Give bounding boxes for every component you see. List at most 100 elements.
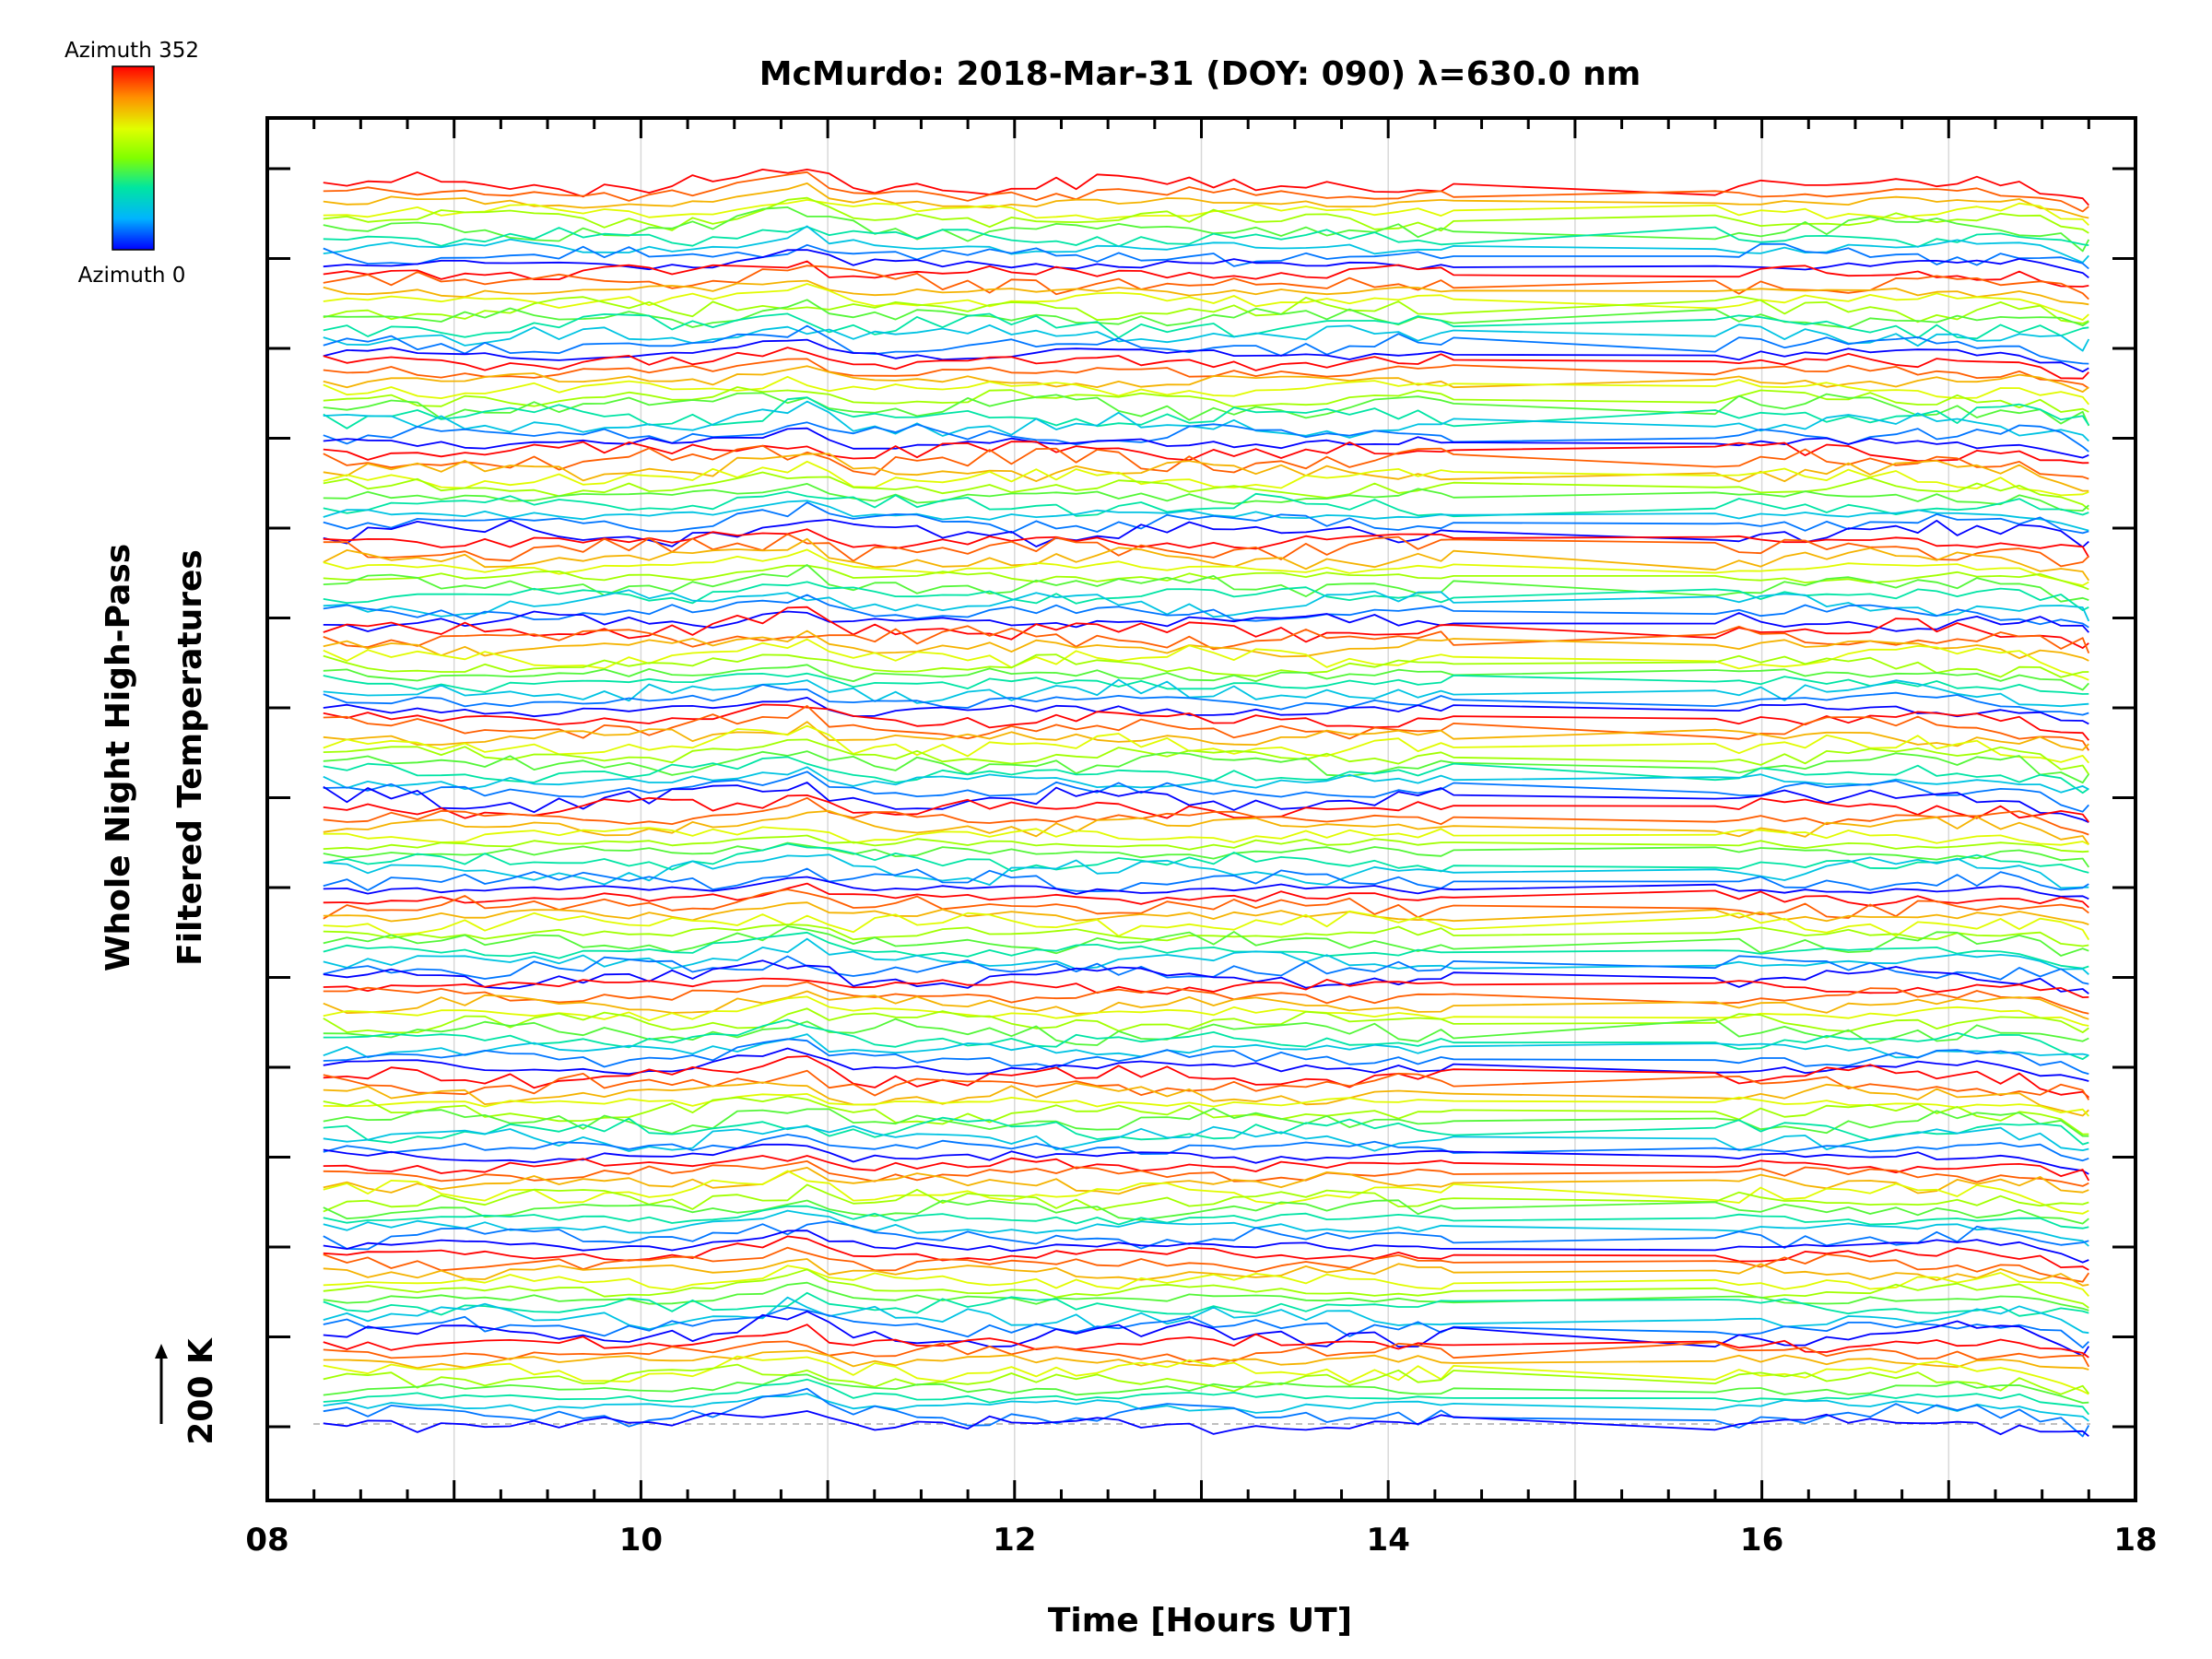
- series-line: [323, 990, 2089, 1020]
- series-line: [323, 959, 2089, 994]
- series-line: [323, 771, 2089, 813]
- series-line: [323, 279, 2089, 306]
- series-line: [323, 338, 2089, 373]
- series-line: [323, 564, 2089, 591]
- series-line: [323, 421, 2089, 453]
- series-line: [323, 375, 2089, 406]
- series-line: [323, 206, 2090, 253]
- series-line: [323, 937, 2089, 975]
- series-line: [323, 638, 2089, 681]
- series-line: [323, 1393, 2089, 1422]
- series-line: [323, 1306, 2089, 1349]
- series-line: [323, 283, 2089, 322]
- series-line: [323, 625, 2090, 654]
- series-line: [323, 1160, 2089, 1187]
- series-line: [323, 1209, 2089, 1247]
- y-axis-label-line1: Whole Night High-Pass: [100, 544, 137, 971]
- series-line: [323, 653, 2089, 678]
- scale-label: 200 K: [182, 1337, 220, 1445]
- series-line: [323, 684, 2089, 716]
- x-tick-label: 14: [1367, 1522, 1410, 1559]
- series-line: [323, 1155, 2090, 1182]
- series-line: [323, 867, 2089, 892]
- series-line: [323, 1235, 2089, 1271]
- series-line: [323, 581, 2089, 611]
- series-line: [323, 483, 2089, 512]
- series-line: [323, 1055, 2089, 1099]
- series-line: [323, 610, 2089, 633]
- series-line: [323, 1199, 2089, 1225]
- series-line: [323, 1107, 2089, 1137]
- series-line: [323, 589, 2090, 622]
- y-axis-label-line2: Filtered Temperatures: [171, 549, 209, 966]
- series-line: [323, 750, 2090, 784]
- series-line: [323, 171, 2089, 213]
- series-line: [323, 501, 2089, 535]
- colorbar: [112, 65, 155, 251]
- series-traces: [323, 168, 2090, 1438]
- series-line: [323, 931, 2089, 970]
- series-line: [323, 672, 2089, 695]
- series-line: [323, 249, 2089, 279]
- series-line: [323, 1373, 2089, 1404]
- series-line: [323, 1205, 2089, 1230]
- series-line: [323, 537, 2090, 582]
- series-line: [323, 198, 2089, 227]
- series-line: [323, 842, 2089, 874]
- series-line: [323, 1134, 2089, 1162]
- series-line: [323, 386, 2089, 413]
- series-line: [323, 794, 2090, 823]
- series-line: [323, 1258, 2089, 1287]
- series-line: [323, 1281, 2089, 1312]
- series-line: [323, 312, 2089, 340]
- x-tick-label: 16: [1740, 1522, 1783, 1559]
- series-line: [323, 882, 2089, 909]
- series-line: [323, 460, 2089, 497]
- series-line: [323, 1125, 2089, 1152]
- series-line: [323, 1183, 2089, 1213]
- series-line: [323, 1230, 2089, 1264]
- series-line: [323, 324, 2089, 365]
- series-line: [323, 441, 2089, 465]
- series-line: [323, 1047, 2089, 1082]
- series-line: [323, 995, 2089, 1027]
- chart-title: McMurdo: 2018-Mar-31 (DOY: 090) λ=630.0 …: [759, 55, 1641, 93]
- series-line: [323, 1246, 2090, 1283]
- colorbar-bottom-label: Azimuth 0: [78, 264, 186, 288]
- series-line: [323, 1349, 2089, 1371]
- series-line: [323, 738, 2090, 775]
- series-line: [323, 888, 2089, 920]
- series-line: [323, 1170, 2089, 1215]
- series-line: [323, 427, 2089, 459]
- series-line: [323, 295, 2089, 324]
- scale-arrow-icon: [155, 1344, 168, 1424]
- series-line: [323, 925, 2089, 957]
- series-line: [323, 1410, 2089, 1437]
- series-line: [323, 1311, 2090, 1358]
- series-line: [323, 1220, 2089, 1251]
- series-line: [323, 705, 2090, 751]
- series-line: [323, 826, 2089, 846]
- series-line: [323, 1387, 2090, 1438]
- series-line: [323, 453, 2089, 492]
- series-line: [323, 1296, 2089, 1335]
- series-line: [323, 365, 2089, 394]
- series-line: [323, 490, 2089, 518]
- series-line: [323, 1167, 2089, 1195]
- series-line: [323, 1093, 2089, 1117]
- series-line: [323, 810, 2090, 845]
- series-line: [323, 724, 2089, 764]
- series-line: [323, 1116, 2089, 1146]
- series-line: [323, 796, 2089, 836]
- series-line: [323, 358, 2089, 390]
- series-line: [323, 629, 2089, 662]
- series-line: [323, 548, 2089, 587]
- series-line: [323, 782, 2089, 824]
- series-line: [323, 1069, 2090, 1100]
- series-line: [323, 396, 2090, 429]
- series-line: [323, 678, 2089, 708]
- series-line: [323, 1268, 2089, 1309]
- series-line: [323, 594, 2089, 629]
- series-line: [323, 1355, 2089, 1395]
- series-line: [323, 299, 2089, 329]
